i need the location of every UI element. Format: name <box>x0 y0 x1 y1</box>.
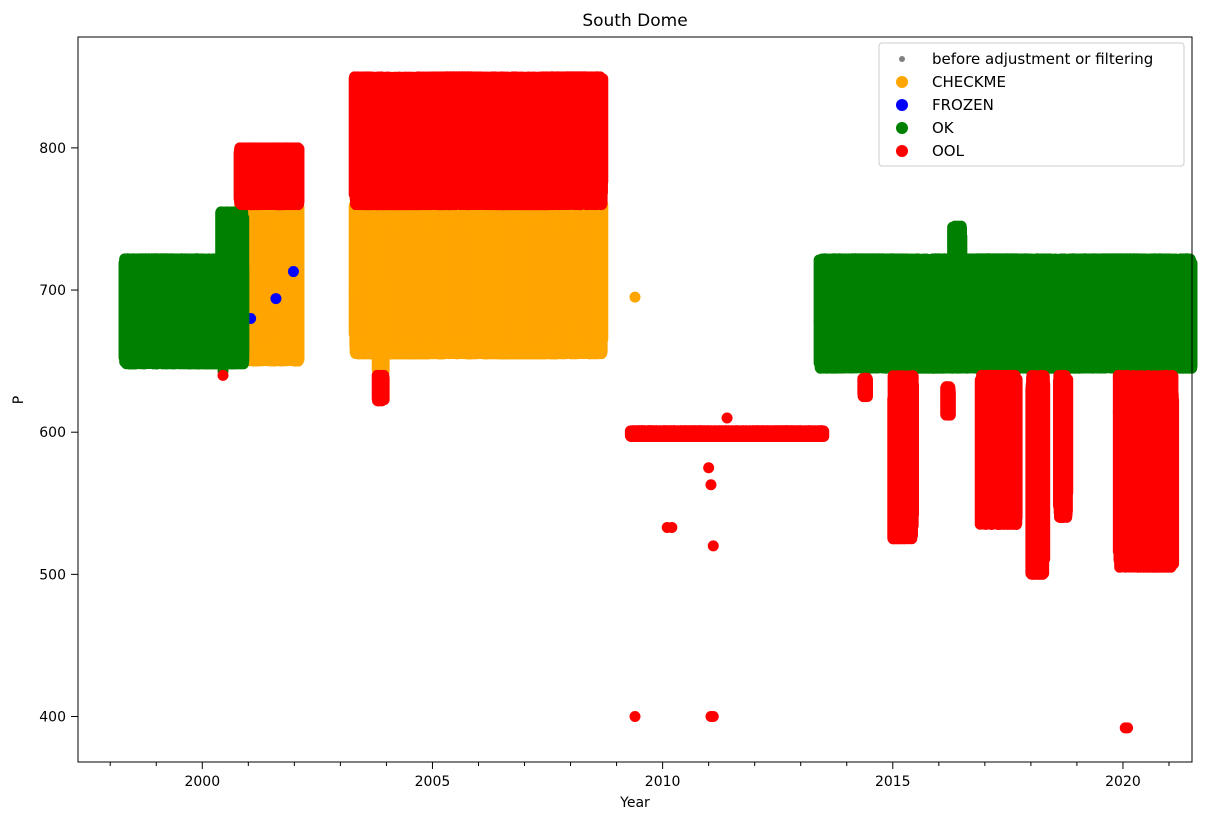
legend-marker <box>899 56 905 62</box>
y-tick-label: 400 <box>39 710 66 726</box>
y-axis-title: P <box>11 396 27 404</box>
x-tick-label: 2005 <box>415 774 451 790</box>
x-tick-label: 2020 <box>1105 774 1141 790</box>
data-point <box>217 369 229 381</box>
series-frozen <box>245 266 299 324</box>
data-point <box>1112 406 1124 418</box>
data-points <box>118 71 1198 734</box>
series-ok <box>118 206 1198 377</box>
data-point <box>1057 511 1069 523</box>
data-point <box>629 711 641 723</box>
y-axis: 400 500 600 700 800 <box>39 141 78 726</box>
chart-title: South Dome <box>582 11 687 31</box>
x-axis: 2000 2005 2010 2015 2020 <box>109 762 1170 790</box>
data-point <box>666 521 678 533</box>
x-axis-title: Year <box>619 795 650 811</box>
legend: before adjustment or filtering CHECKME FRO… <box>878 42 1185 167</box>
y-tick-label: 500 <box>39 567 66 583</box>
data-point <box>1112 372 1124 384</box>
legend-marker <box>896 145 908 157</box>
legend-entry: before adjustment or filtering <box>932 50 1153 68</box>
series-ool <box>217 71 1180 734</box>
data-point <box>629 291 641 303</box>
y-tick-label: 700 <box>39 283 66 299</box>
y-tick-label: 800 <box>39 141 66 157</box>
legend-entry: OOL <box>932 142 965 160</box>
data-point <box>348 284 360 296</box>
legend-entry: OK <box>932 119 955 137</box>
legend-marker <box>896 122 908 134</box>
data-point <box>813 315 825 327</box>
y-tick-label: 600 <box>39 425 66 441</box>
plot-frame <box>77 36 1193 763</box>
x-tick-label: 2010 <box>645 774 681 790</box>
data-point <box>270 293 282 305</box>
legend-marker <box>896 76 908 88</box>
data-point <box>707 540 719 552</box>
data-point <box>1122 722 1134 734</box>
data-point <box>721 412 733 424</box>
x-tick-label: 2000 <box>184 774 220 790</box>
data-point <box>287 266 299 278</box>
series-checkme <box>233 199 641 381</box>
legend-entry: FROZEN <box>932 96 994 114</box>
data-point <box>705 479 717 491</box>
data-point <box>707 711 719 723</box>
data-point <box>703 462 715 474</box>
legend-marker <box>896 99 908 111</box>
legend-frame <box>878 42 1185 167</box>
legend-entry: CHECKME <box>932 73 1006 91</box>
x-tick-label: 2015 <box>875 774 911 790</box>
data-point <box>891 509 903 521</box>
